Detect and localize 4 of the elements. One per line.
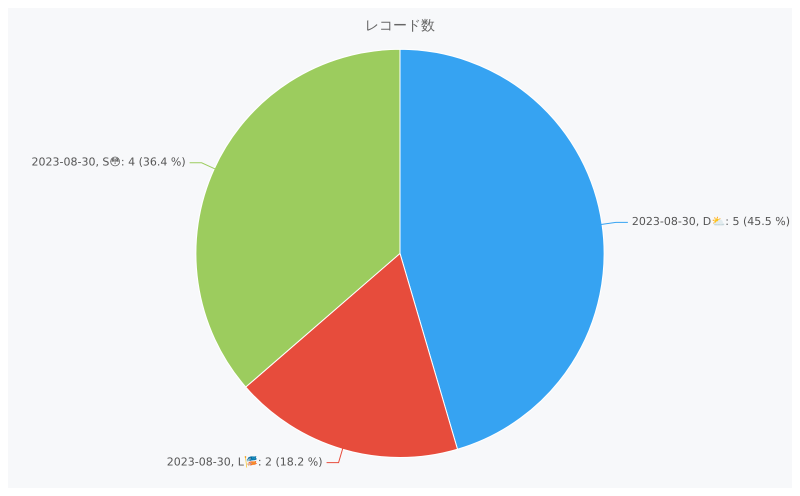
chart-title: レコード数 [365,18,435,34]
slice-label: 2023-08-30, S😳: 4 (36.4 %) [32,156,186,169]
slice-label: 2023-08-30, D⛅: 5 (45.5 %) [632,215,790,228]
slice-label: 2023-08-30, L🎏: 2 (18.2 %) [166,456,323,469]
